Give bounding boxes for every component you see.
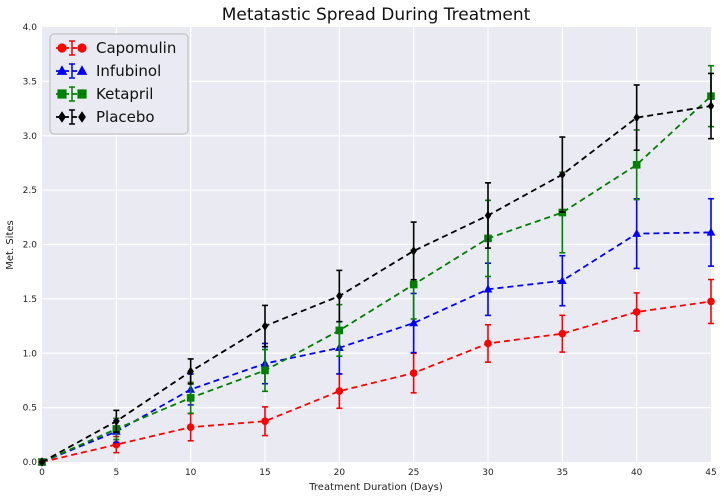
chart-title: Metatastic Spread During Treatment	[222, 5, 531, 25]
data-point-infubinol	[706, 227, 716, 236]
data-point-capomulin	[186, 423, 195, 432]
data-point-placebo	[633, 112, 640, 123]
legend-marker	[56, 65, 68, 75]
data-point-ketapril	[186, 394, 195, 402]
x-tick-label: 25	[408, 468, 419, 478]
data-point-placebo	[484, 210, 492, 221]
legend: Capomulin Infubinol Ketapril Placebo	[49, 33, 189, 135]
data-point-capomulin	[632, 308, 641, 316]
x-axis-label: Treatment Duration (Days)	[308, 482, 443, 493]
series-line-capomulin	[41, 300, 712, 463]
series-line-infubinol	[41, 231, 712, 463]
data-point-ketapril	[261, 366, 269, 375]
data-point-infubinol	[632, 228, 642, 237]
y-tick-label: 0.5	[23, 404, 37, 414]
legend-box	[49, 33, 189, 135]
y-tick-label: 2.0	[23, 241, 38, 251]
data-point-ketapril	[632, 160, 641, 169]
series-line-ketapril	[41, 95, 712, 463]
data-point-placebo	[261, 321, 269, 331]
data-point-placebo	[410, 246, 417, 256]
data-point-capomulin	[335, 387, 344, 395]
legend-marker	[77, 89, 87, 99]
data-point-capomulin	[558, 329, 567, 338]
data-point-capomulin	[409, 369, 418, 377]
y-tick-label: 1.0	[23, 349, 38, 359]
data-point-infubinol	[409, 318, 419, 327]
data-point-infubinol	[557, 275, 567, 284]
x-tick-label: 30	[482, 468, 494, 478]
data-point-capomulin	[707, 297, 715, 306]
x-tick-label: 45	[705, 468, 716, 478]
data-point-capomulin	[484, 339, 492, 348]
x-tick-label: 5	[113, 468, 119, 478]
legend-entry-placebo: Placebo	[56, 108, 155, 126]
series-capomulin	[38, 278, 715, 466]
legend-label: Ketapril	[96, 85, 153, 103]
legend-marker	[57, 43, 67, 53]
x-tick-label: 15	[259, 468, 270, 478]
data-point-ketapril	[409, 280, 418, 289]
data-point-placebo	[187, 366, 194, 377]
data-point-placebo	[113, 416, 120, 426]
data-point-placebo	[38, 457, 46, 467]
series	[37, 64, 716, 467]
data-point-infubinol	[483, 284, 493, 293]
y-tick-label: 4.0	[23, 23, 38, 33]
y-tick-label: 2.5	[23, 186, 37, 196]
legend-marker	[58, 111, 66, 123]
x-tick-label: 40	[631, 468, 643, 478]
x-tick-label: 20	[334, 468, 346, 478]
series-placebo	[38, 72, 715, 467]
legend-marker	[76, 65, 88, 75]
data-point-placebo	[559, 169, 566, 180]
y-tick-label: 0.0	[23, 458, 38, 468]
legend-entry-infubinol: Infubinol	[56, 62, 161, 80]
data-point-placebo	[707, 101, 715, 111]
x-tick-label: 35	[557, 468, 568, 478]
legend-marker	[77, 43, 87, 53]
legend-marker	[78, 111, 86, 123]
data-point-ketapril	[335, 326, 344, 335]
legend-label: Placebo	[96, 108, 155, 126]
x-tick-label: 10	[185, 468, 197, 478]
y-tick-label: 3.0	[23, 132, 38, 142]
x-tick-label: 0	[39, 468, 45, 478]
y-axis-label: Met. Sites	[5, 220, 16, 269]
series-line-placebo	[41, 105, 712, 463]
y-tick-label: 3.5	[23, 77, 37, 87]
legend-label: Capomulin	[96, 39, 176, 57]
data-point-placebo	[336, 291, 343, 301]
legend-entry-ketapril: Ketapril	[56, 85, 153, 103]
legend-label: Infubinol	[96, 62, 161, 80]
legend-entry-capomulin: Capomulin	[56, 39, 176, 57]
legend-marker	[57, 89, 67, 99]
tick-labels: 0 5 10 15 20 25 30 35 40 45 0.0 0.5 1.0 1.5 2.0 2.5 3.0 3…	[23, 23, 717, 478]
data-point-capomulin	[261, 417, 269, 426]
y-tick-label: 1.5	[23, 295, 37, 305]
